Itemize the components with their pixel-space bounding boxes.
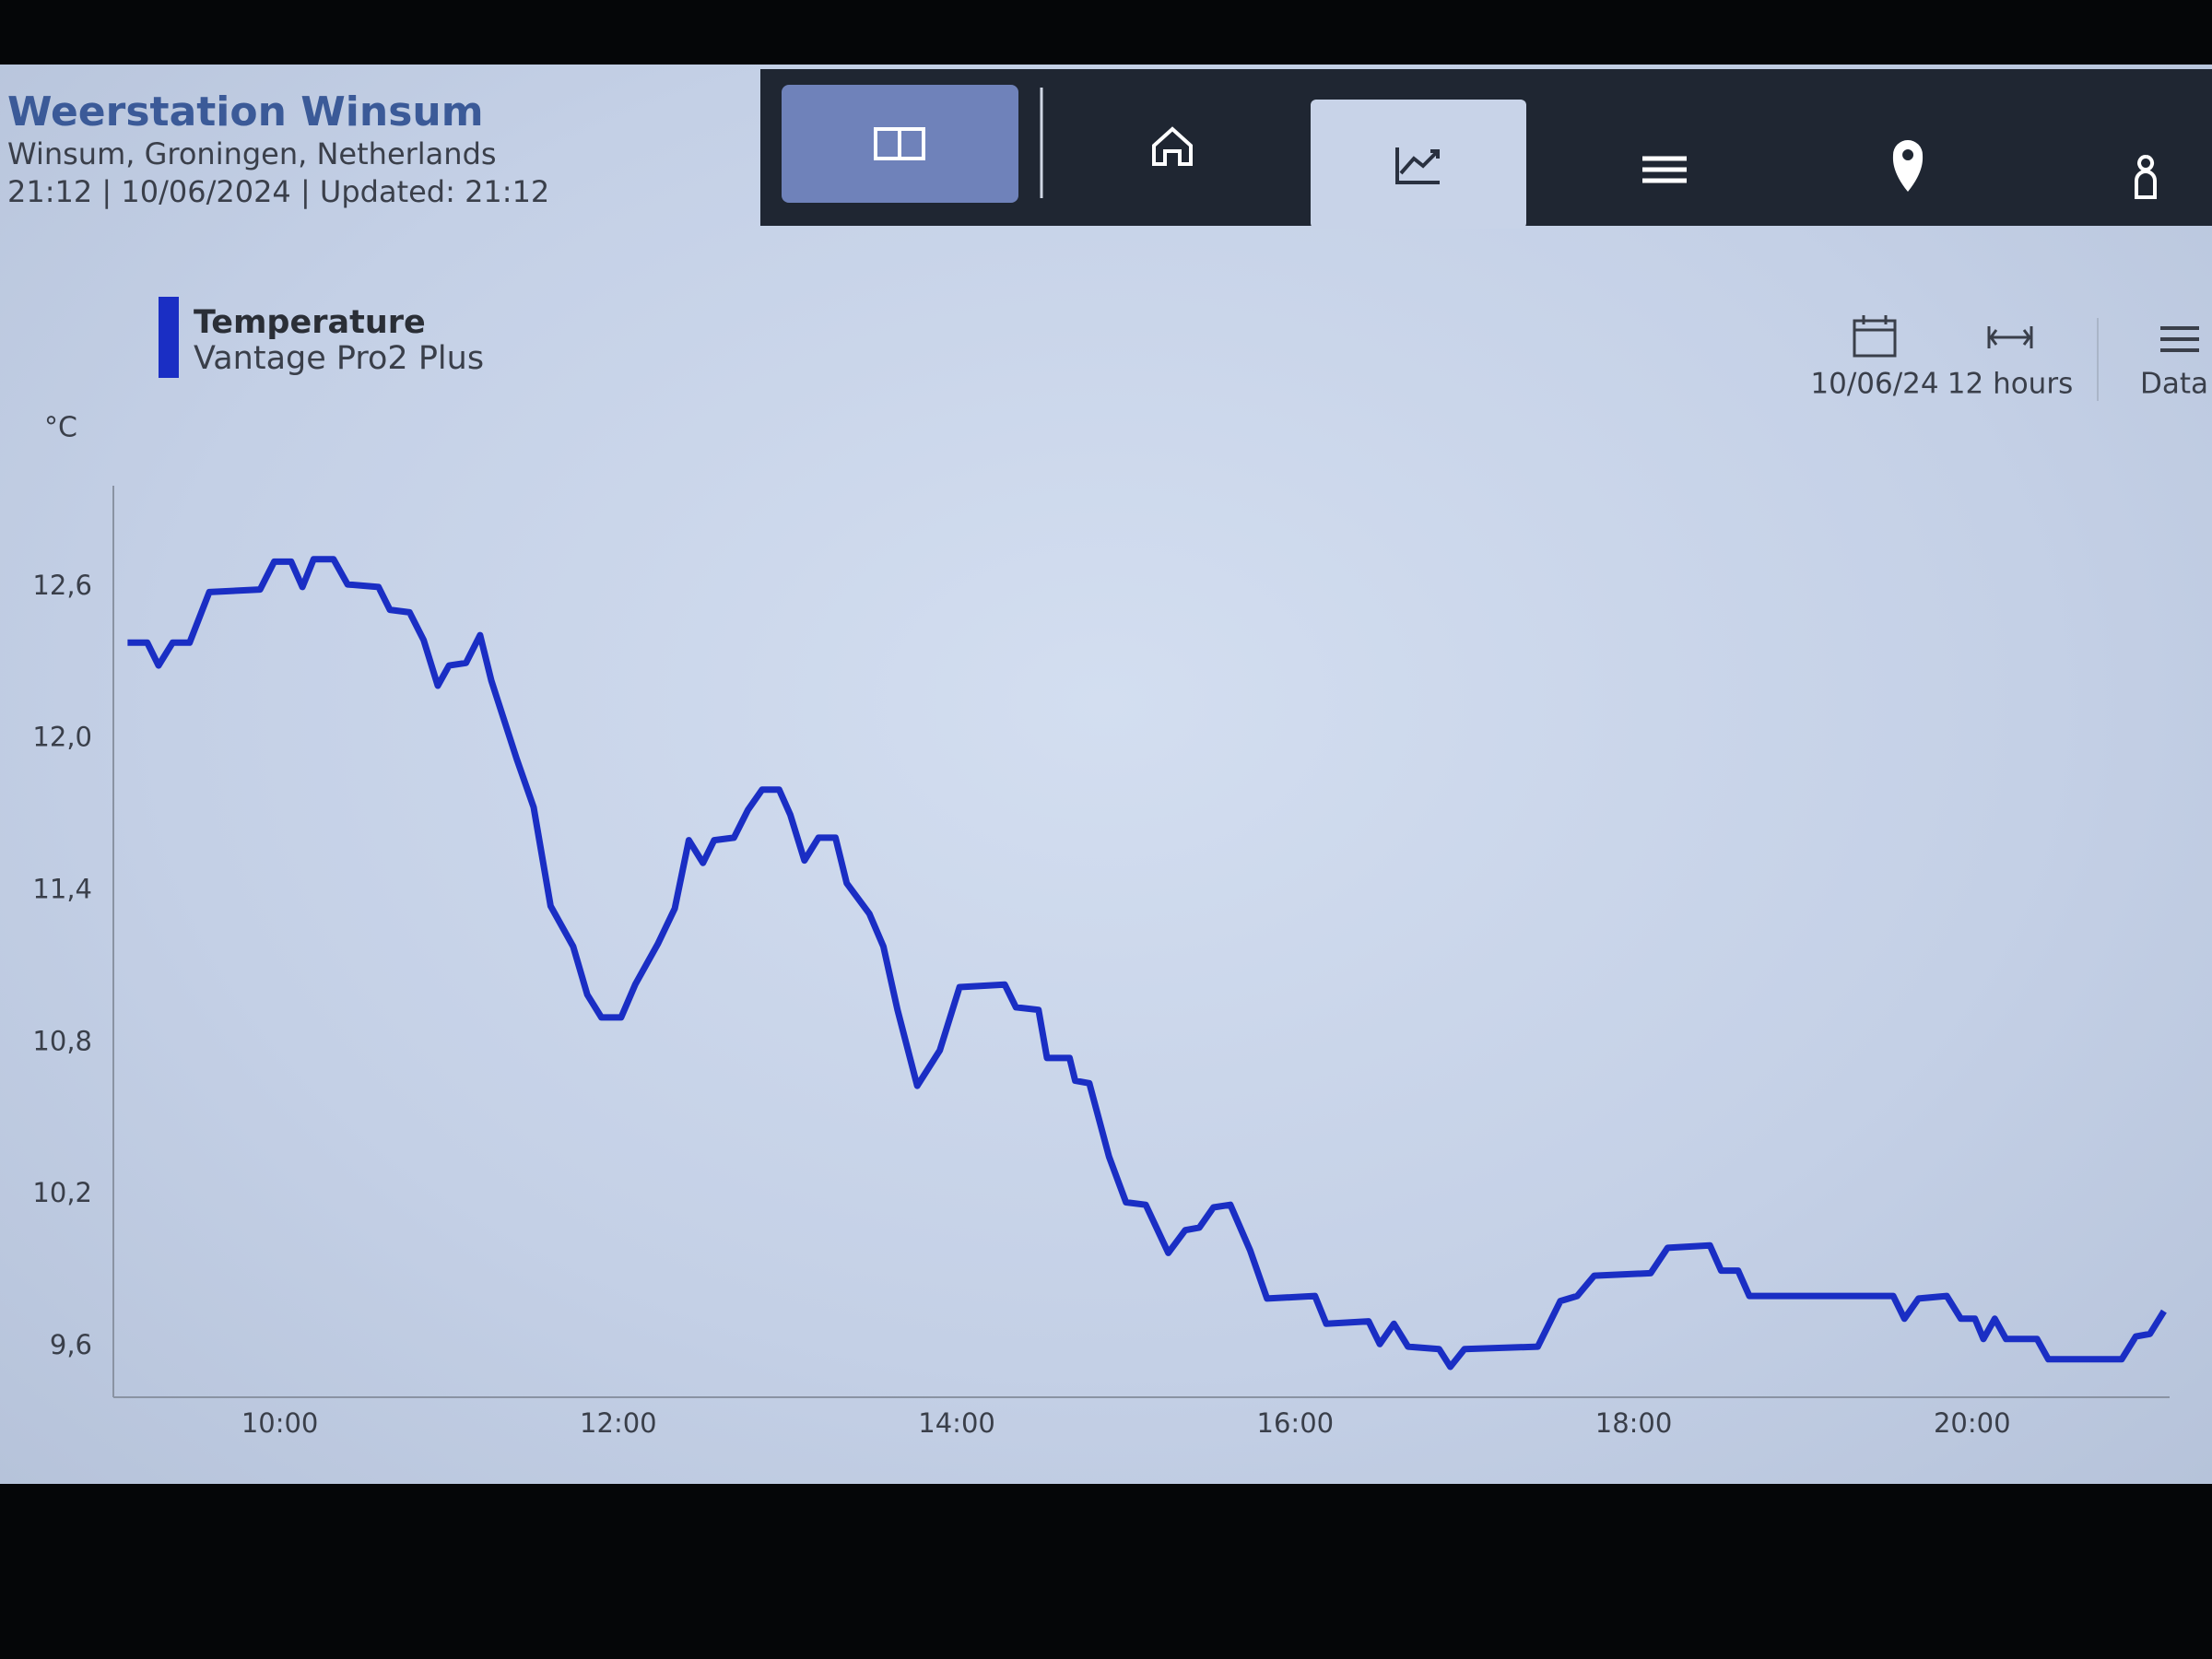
x-tick-label: 12:00 (580, 1407, 657, 1439)
date-control[interactable]: 10/06/24 (1810, 368, 1938, 401)
x-tick-label: 14:00 (918, 1407, 995, 1439)
y-tick-label: 12,0 (32, 722, 92, 753)
x-tick-label: 16:00 (1257, 1407, 1335, 1439)
nav-user[interactable] (2135, 155, 2157, 199)
screen (0, 65, 2212, 1484)
y-axis-unit: °C (44, 412, 77, 444)
y-tick-label: 10,2 (32, 1177, 92, 1208)
data-icon (2160, 326, 2199, 352)
calendar-icon (1853, 315, 1897, 358)
chart-icon (1395, 147, 1440, 184)
legend-label: Temperature (194, 304, 426, 341)
location: Winsum, Groningen, Netherlands (7, 136, 497, 171)
station-title: Weerstation Winsum (7, 88, 484, 135)
x-tick-label: 20:00 (1934, 1407, 2011, 1439)
x-tick-label: 10:00 (241, 1407, 319, 1439)
y-tick-label: 11,4 (32, 874, 92, 905)
nav-list[interactable] (1642, 156, 1687, 183)
temperature-line (127, 556, 2167, 1371)
range-control[interactable]: 12 hours (1947, 368, 2073, 401)
x-tick-label: 18:00 (1595, 1407, 1673, 1439)
data-control[interactable]: Data (2140, 368, 2208, 401)
y-tick-label: 12,6 (32, 570, 92, 601)
status: 21:12 | 10/06/2024 | Updated: 21:12 (7, 174, 549, 209)
range-icon (1987, 326, 2033, 348)
y-tick-label: 9,6 (50, 1329, 92, 1360)
y-tick-label: 10,8 (32, 1025, 92, 1056)
legend-source: Vantage Pro2 Plus (194, 340, 484, 377)
nav-home[interactable] (1152, 126, 1193, 166)
legend-swatch (159, 297, 179, 378)
nav-location[interactable] (1892, 140, 1924, 192)
